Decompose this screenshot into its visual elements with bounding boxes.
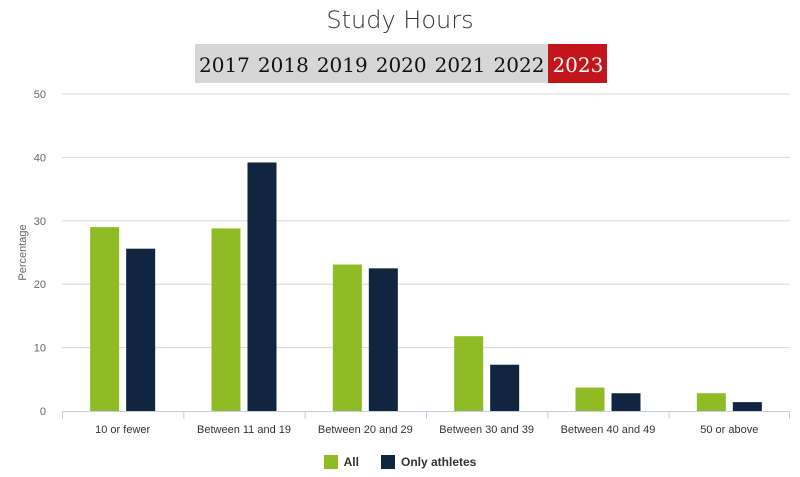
year-button-2019[interactable]: 2019 <box>316 53 368 77</box>
x-tick-label: 50 or above <box>700 424 758 436</box>
bar-all[interactable] <box>454 336 484 411</box>
bar-athletes[interactable] <box>126 248 156 411</box>
x-tick-label: Between 40 and 49 <box>561 424 656 436</box>
y-tick-label: 40 <box>34 152 46 164</box>
year-button-2020[interactable]: 2020 <box>375 53 427 77</box>
legend-item-all[interactable]: All <box>323 455 359 469</box>
y-axis-title: Percentage <box>17 224 29 280</box>
year-button-2023[interactable]: 2023 <box>548 44 608 83</box>
bar-all[interactable] <box>332 264 362 411</box>
legend-swatch-athletes <box>380 455 395 469</box>
x-tick-label: 10 or fewer <box>95 424 150 436</box>
bar-all[interactable] <box>211 228 241 411</box>
legend-label-all: All <box>343 455 359 469</box>
bar-athletes[interactable] <box>611 393 641 411</box>
y-tick-label: 50 <box>34 89 46 101</box>
chart-title: Study Hours <box>326 6 474 34</box>
y-tick-label: 0 <box>40 406 46 418</box>
bar-all[interactable] <box>575 387 605 411</box>
year-selector: 2017 2018 2019 2020 2021 2022 2023 <box>195 44 608 83</box>
legend-swatch-all <box>323 455 338 469</box>
year-button-2022[interactable]: 2022 <box>493 53 545 77</box>
bar-athletes[interactable] <box>490 364 520 411</box>
x-tick-label: Between 11 and 19 <box>197 424 291 436</box>
y-tick-label: 30 <box>34 216 46 228</box>
bar-all[interactable] <box>90 227 120 411</box>
year-button-2018[interactable]: 2018 <box>257 53 309 77</box>
bar-athletes[interactable] <box>732 402 762 411</box>
bar-athletes[interactable] <box>247 162 277 411</box>
legend-label-athletes: Only athletes <box>400 455 477 469</box>
bar-athletes[interactable] <box>368 268 398 411</box>
year-button-2017[interactable]: 2017 <box>199 53 250 77</box>
y-tick-label: 20 <box>34 279 46 291</box>
bar-chart: 0 10 20 30 40 50 Percentage 10 or fewer Between … <box>17 89 790 436</box>
x-tick-label: Between 20 and 29 <box>318 424 413 436</box>
bar-all[interactable] <box>696 393 726 411</box>
year-button-2021[interactable]: 2021 <box>434 53 486 77</box>
legend-item-athletes[interactable]: Only athletes <box>380 455 477 469</box>
y-tick-label: 10 <box>34 343 46 355</box>
x-tick-label: Between 30 and 39 <box>439 424 534 436</box>
chart-legend: All Only athletes <box>0 455 800 469</box>
